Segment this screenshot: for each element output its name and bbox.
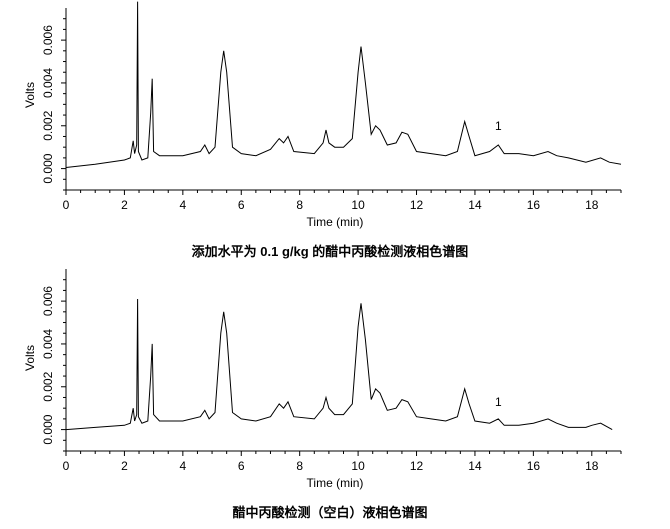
y-tick-label-top: 0.004 — [41, 68, 55, 98]
plot-area-bottom: 0 2 4 6 8 10 12 14 16 18 0.000 0.002 0.004 0.006 1 — [41, 269, 622, 473]
y-tick-label-bottom: 0.004 — [41, 329, 55, 359]
x-tick-label-top: 6 — [238, 198, 245, 212]
x-tick-label-top: 8 — [296, 198, 303, 212]
caption-bottom: 醋中丙酸检测（空白）液相色谱图 — [232, 505, 427, 520]
caption-top: 添加水平为 0.1 g/kg 的醋中丙酸检测液相色谱图 — [192, 244, 469, 259]
x-tick-label-bottom: 16 — [527, 459, 541, 473]
x-tick-label-bottom: 2 — [121, 459, 128, 473]
peak-label-bottom: 1 — [495, 395, 502, 409]
x-tick-label-bottom: 18 — [585, 459, 599, 473]
y-tick-label-bottom: 0.000 — [41, 414, 55, 444]
x-tick-label-top: 12 — [410, 198, 424, 212]
y-axis-title-top: Volts — [23, 82, 37, 108]
x-tick-label-top: 14 — [468, 198, 482, 212]
x-tick-label-bottom: 0 — [63, 459, 70, 473]
y-tick-label-top: 0.006 — [41, 25, 55, 55]
x-tick-label-top: 2 — [121, 198, 128, 212]
y-tick-label-bottom: 0.006 — [41, 286, 55, 316]
x-tick-label-top: 4 — [179, 198, 186, 212]
x-tick-label-top: 16 — [527, 198, 541, 212]
x-axis-title-top: Time (min) — [307, 215, 364, 229]
x-tick-label-bottom: 4 — [179, 459, 186, 473]
x-tick-label-bottom: 8 — [296, 459, 303, 473]
chromatogram-line-top — [65, 1, 622, 168]
y-axis-title-bottom: Volts — [23, 345, 37, 371]
x-tick-label-bottom: 10 — [351, 459, 365, 473]
chromatogram-line-bottom — [65, 298, 613, 431]
plot-area-top: 0 2 4 6 8 10 12 14 16 18 0.000 0.002 0.004 0.006 1 — [41, 1, 622, 212]
chart-bottom: 0 2 4 6 8 10 12 14 16 18 0.000 0.002 0.004 0.006 1 Vol… — [23, 269, 622, 520]
x-tick-label-top: 0 — [63, 198, 70, 212]
x-tick-label-bottom: 12 — [410, 459, 424, 473]
x-tick-label-bottom: 6 — [238, 459, 245, 473]
peak-label-top: 1 — [495, 119, 502, 133]
y-tick-label-top: 0.002 — [41, 110, 55, 140]
x-tick-label-top: 10 — [351, 198, 365, 212]
chart-top: 0 2 4 6 8 10 12 14 16 18 0.000 0.002 0.004 0.006 1 Vol… — [23, 1, 622, 259]
y-tick-label-top: 0.000 — [41, 153, 55, 183]
x-tick-label-top: 18 — [585, 198, 599, 212]
y-tick-label-bottom: 0.002 — [41, 371, 55, 401]
x-tick-label-bottom: 14 — [468, 459, 482, 473]
x-axis-title-bottom: Time (min) — [307, 476, 364, 490]
